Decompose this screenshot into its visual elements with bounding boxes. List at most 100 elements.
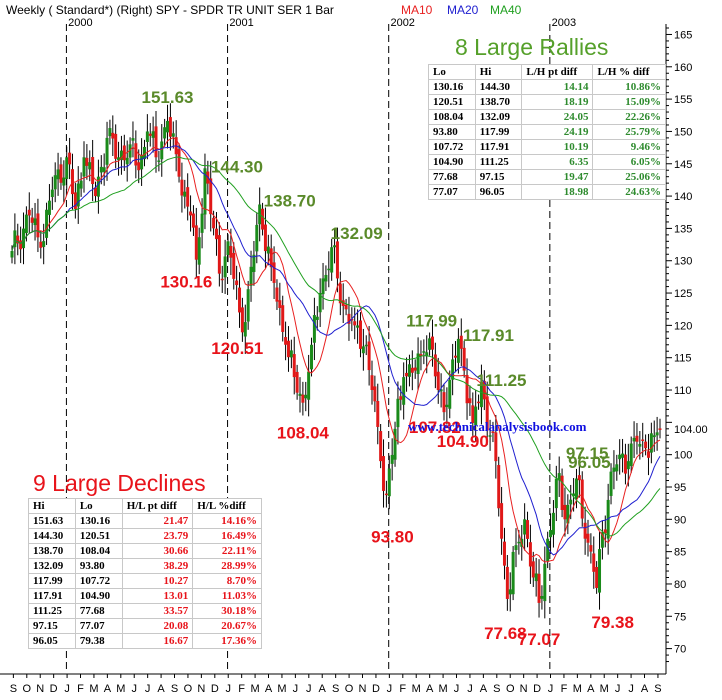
price-bar [436,371,440,391]
price-bar [658,428,662,430]
table-cell: 107.72 [428,139,476,155]
table-cell: 16.67 [121,633,194,649]
price-bar [102,167,106,172]
price-bar [442,392,446,413]
price-bar [235,280,239,286]
year-label: 2002 [390,17,414,29]
table-cell: 18.19 [521,94,594,110]
price-bar [468,398,472,404]
table-row: 117.99 107.72 10.27 8.70% [28,573,262,589]
price-bar [600,532,604,548]
rally-high-label: 117.91 [463,326,514,345]
price-bar [272,262,276,283]
month-label: A [157,683,165,695]
table-header-cell: Lo [74,498,123,514]
price-bar [592,553,596,572]
price-bar [125,157,129,165]
month-label: F [238,683,245,695]
price-bar [428,338,432,350]
price-tick-label: 75 [674,611,686,623]
price-bar [471,405,475,423]
price-bar [644,441,648,449]
price-bar [278,300,282,309]
table-cell: 16.49% [192,528,262,544]
table-cell: 20.67% [192,618,262,634]
table-row: 120.51 138.70 18.19 15.09% [428,94,666,110]
price-bar [425,352,429,357]
price-bar [289,350,293,358]
price-bar [13,230,17,248]
price-bar [632,437,636,442]
table-cell: 18.98 [521,184,594,200]
ma10-line [11,137,661,563]
table-cell: 6.35 [521,154,594,170]
price-bar [649,433,653,453]
price-bar [189,211,193,216]
price-bar [621,453,625,458]
price-bar [494,432,498,462]
price-bar [511,551,515,595]
price-bar [217,235,221,274]
table-cell: 107.72 [74,573,123,589]
decline-low-label: 108.04 [277,424,330,443]
declines-table: Hi Lo H/L pt diff H/L %diff 151.63 130.16 21.4… [28,498,262,649]
price-bar [255,224,259,252]
price-bar [439,389,443,392]
price-bar [419,354,423,357]
price-tick-label: 80 [674,579,686,591]
table-cell: 13.01 [121,588,194,604]
price-bar [183,191,187,197]
price-tick-label: 115 [674,353,692,365]
price-bar [220,278,224,281]
rally-high-label: 111.25 [476,371,526,390]
price-tick-label: 90 [674,514,686,526]
price-bar [180,179,184,196]
price-bar [422,351,426,353]
month-label: N [36,683,44,695]
price-tick-label: 95 [674,482,686,494]
month-label: O [506,683,515,695]
table-header-cell: Hi [474,64,523,80]
table-cell: 30.18% [192,603,262,619]
price-bar [526,520,530,539]
year-label: 2001 [229,17,253,29]
table-cell: 19.47 [521,169,594,185]
table-cell: 15.09% [592,94,666,110]
price-bar [517,541,521,544]
price-bar [50,189,54,198]
table-row: 132.09 93.80 38.29 28.99% [28,558,262,574]
month-label: F [77,683,84,695]
price-bar [500,503,504,539]
price-bar [505,566,509,599]
price-bar [269,248,273,268]
price-bar [56,169,60,180]
price-bar [433,354,437,377]
table-cell: 111.25 [474,154,523,170]
price-bar [30,217,34,223]
month-label: D [372,683,380,695]
price-bar [85,157,89,166]
price-bar [603,529,607,534]
price-bar [301,394,305,403]
table-cell: 93.80 [428,124,476,140]
price-bar [330,247,334,273]
price-bar [209,178,213,215]
rallies-title: 8 Large Rallies [455,34,609,60]
price-bar [168,117,172,137]
price-bar [16,235,20,244]
table-cell: 11.03% [192,588,262,604]
price-bar [626,461,630,470]
table-cell: 120.51 [74,528,123,544]
year-label: 2003 [552,17,576,29]
price-bar [514,545,518,551]
price-bar [246,289,250,322]
price-bar [551,512,555,535]
price-bar [454,355,458,358]
price-bar [566,504,570,524]
price-tick-label: 155 [674,94,692,106]
price-bar [243,322,247,337]
price-bar [128,144,132,158]
price-bar [502,541,506,566]
month-label: N [197,683,205,695]
table-header-cell: H/L %diff [192,498,262,514]
